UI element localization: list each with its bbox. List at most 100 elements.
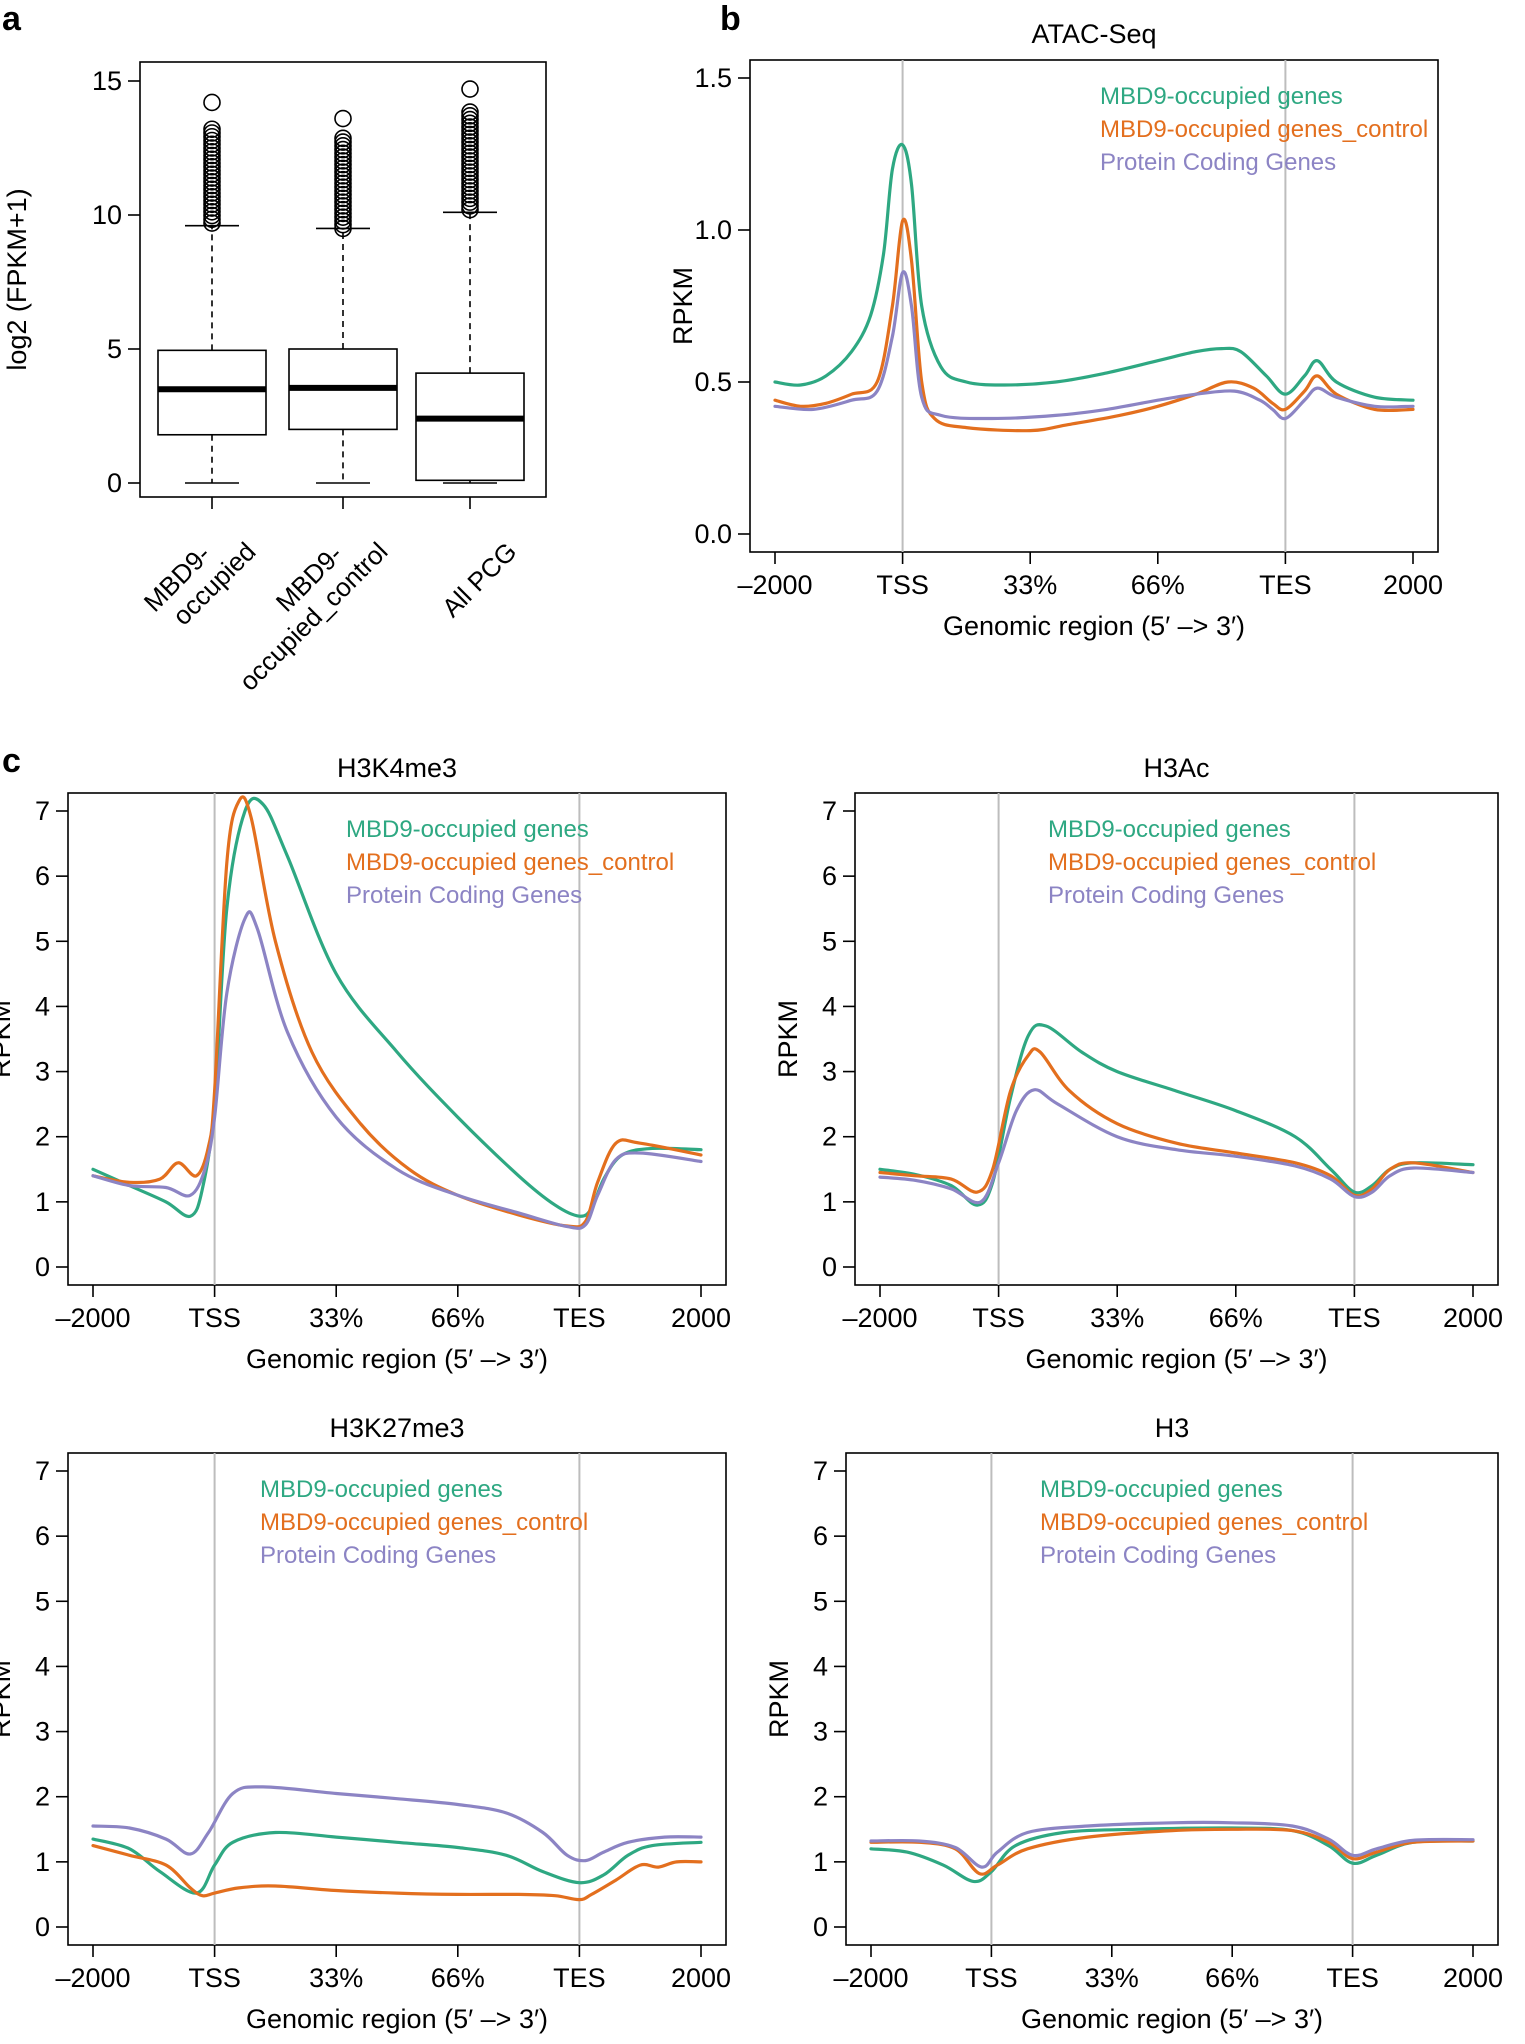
y-tick-label: 3 [813, 1717, 828, 1747]
y-tick-label: 0 [35, 1252, 50, 1282]
chart-title: H3Ac [1143, 753, 1209, 783]
outlier-point [461, 152, 479, 170]
outlier-point [461, 114, 479, 133]
chart-title: H3K4me3 [337, 753, 457, 783]
y-tick-label: 0 [35, 1912, 50, 1942]
x-tick-label: 2000 [1443, 1303, 1503, 1333]
outlier-point [203, 187, 221, 206]
outlier-point [334, 152, 352, 170]
outlier-point [461, 159, 479, 178]
legend-label-mbd9-occupied-genes: MBD9-occupied genes [1100, 83, 1343, 110]
panel-letter-c: c [2, 742, 21, 780]
outlier-point [461, 129, 479, 148]
outlier-point [203, 139, 221, 157]
x-axis-label: Genomic region (5′ –> 3′) [1025, 1344, 1327, 1374]
legend-label-mbd9-occupied-genes: MBD9-occupied genes [260, 1476, 503, 1503]
y-tick-label: 1.5 [694, 63, 732, 93]
outlier-point [461, 125, 479, 144]
legend-label-protein-coding-genes: Protein Coding Genes [260, 1542, 496, 1569]
y-tick-label: 4 [822, 991, 837, 1021]
y-tick-label: 1 [35, 1187, 50, 1217]
y-tick-label: 4 [35, 991, 50, 1021]
outliers-all-pcg [461, 80, 479, 219]
legend-label-mbd9-occupied-genes: MBD9-occupied genes [346, 816, 589, 843]
series-line-protein-coding-genes [869, 1820, 1475, 1869]
outlier-point [203, 210, 221, 229]
outlier-point [461, 80, 479, 98]
x-tick-label: 66% [431, 1963, 485, 1993]
legend-label-mbd9-occupied-genes-control: MBD9-occupied genes_control [346, 849, 674, 876]
outliers-mbd9-occupied-control [334, 109, 352, 238]
outlier-point [203, 135, 221, 154]
y-tick-label: 10 [92, 200, 122, 230]
series-line-protein-coding-genes [773, 270, 1415, 421]
x-tick-label: TES [1328, 1303, 1381, 1333]
outlier-point [461, 110, 479, 129]
y-tick-label: 5 [35, 926, 50, 956]
outlier-point [334, 144, 352, 163]
x-tick-label: TSS [876, 570, 929, 600]
outlier-point [461, 133, 479, 151]
outlier-point [334, 212, 352, 230]
panel-letter-a: a [2, 0, 22, 38]
outlier-point [461, 148, 479, 166]
outlier-point [334, 215, 352, 234]
outlier-point [203, 214, 221, 232]
x-tick-label: –2000 [833, 1963, 908, 1993]
x-tick-label: 66% [1205, 1963, 1259, 1993]
legend-label-protein-coding-genes: Protein Coding Genes [1040, 1542, 1276, 1569]
outlier-point [203, 176, 221, 195]
y-tick-label: 6 [822, 861, 837, 891]
outlier-point [334, 137, 352, 155]
outlier-point [334, 178, 352, 196]
box-mbd9-occupied [157, 349, 267, 436]
outlier-point [203, 180, 221, 199]
outlier-point [203, 150, 221, 169]
legend-label-protein-coding-genes: Protein Coding Genes [346, 882, 582, 909]
x-tick-label: TSS [188, 1303, 241, 1333]
outlier-point [461, 174, 479, 193]
y-axis-label: RPKM [668, 267, 698, 345]
x-tick-label: TSS [965, 1963, 1018, 1993]
legend-label-mbd9-occupied-genes-control: MBD9-occupied genes_control [1040, 1509, 1368, 1536]
y-tick-label: 2 [822, 1122, 837, 1152]
y-tick-label: 4 [35, 1651, 50, 1681]
plot-frame [67, 1452, 727, 1946]
outlier-point [461, 170, 479, 189]
outlier-point [203, 131, 221, 150]
line-chart-atac-seq: ATAC-Seq 0.0 0.5 1.0 1.5 –2000 TSS 33% 66% TES 200… [668, 19, 1443, 641]
y-axis-label: RPKM [773, 1000, 803, 1078]
y-tick-label: 1 [813, 1847, 828, 1877]
legend-label-protein-coding-genes: Protein Coding Genes [1048, 882, 1284, 909]
legend-label-mbd9-occupied-genes: MBD9-occupied genes [1048, 816, 1291, 843]
outlier-point [334, 163, 352, 181]
outlier-point [334, 182, 352, 200]
series-line-mbd9-occupied-genes-control [869, 1827, 1475, 1876]
line-chart-h3: H3 0 1 2 3 4 5 6 7 –2000 TSS 33% 66% TES 2000 Genomic r… [764, 1413, 1503, 2034]
y-tick-label: 1 [35, 1847, 50, 1877]
outlier-point [203, 202, 221, 221]
y-tick-label: 0.5 [694, 367, 732, 397]
outlier-point [334, 185, 352, 204]
y-tick-label: 6 [35, 1521, 50, 1551]
outlier-point [203, 120, 221, 139]
y-tick-label: 1.0 [694, 215, 732, 245]
outlier-point [461, 193, 479, 211]
outlier-point [461, 185, 479, 204]
outlier-point [334, 148, 352, 166]
outlier-point [334, 167, 352, 185]
y-tick-label: 7 [813, 1456, 828, 1486]
outlier-point [461, 118, 479, 136]
x-tick-label: 33% [1090, 1303, 1144, 1333]
legend-label-mbd9-occupied-genes: MBD9-occupied genes [1040, 1476, 1283, 1503]
legend-label-mbd9-occupied-genes-control: MBD9-occupied genes_control [260, 1509, 588, 1536]
category-label-mbd9-occupied: MBD9-occupied [138, 536, 262, 631]
outlier-point [461, 107, 479, 125]
x-tick-label: 33% [1085, 1963, 1139, 1993]
outlier-point [461, 140, 479, 159]
y-tick-label: 3 [35, 1717, 50, 1747]
outlier-point [461, 200, 479, 219]
outlier-point [461, 122, 479, 140]
x-tick-label: 2000 [671, 1303, 731, 1333]
